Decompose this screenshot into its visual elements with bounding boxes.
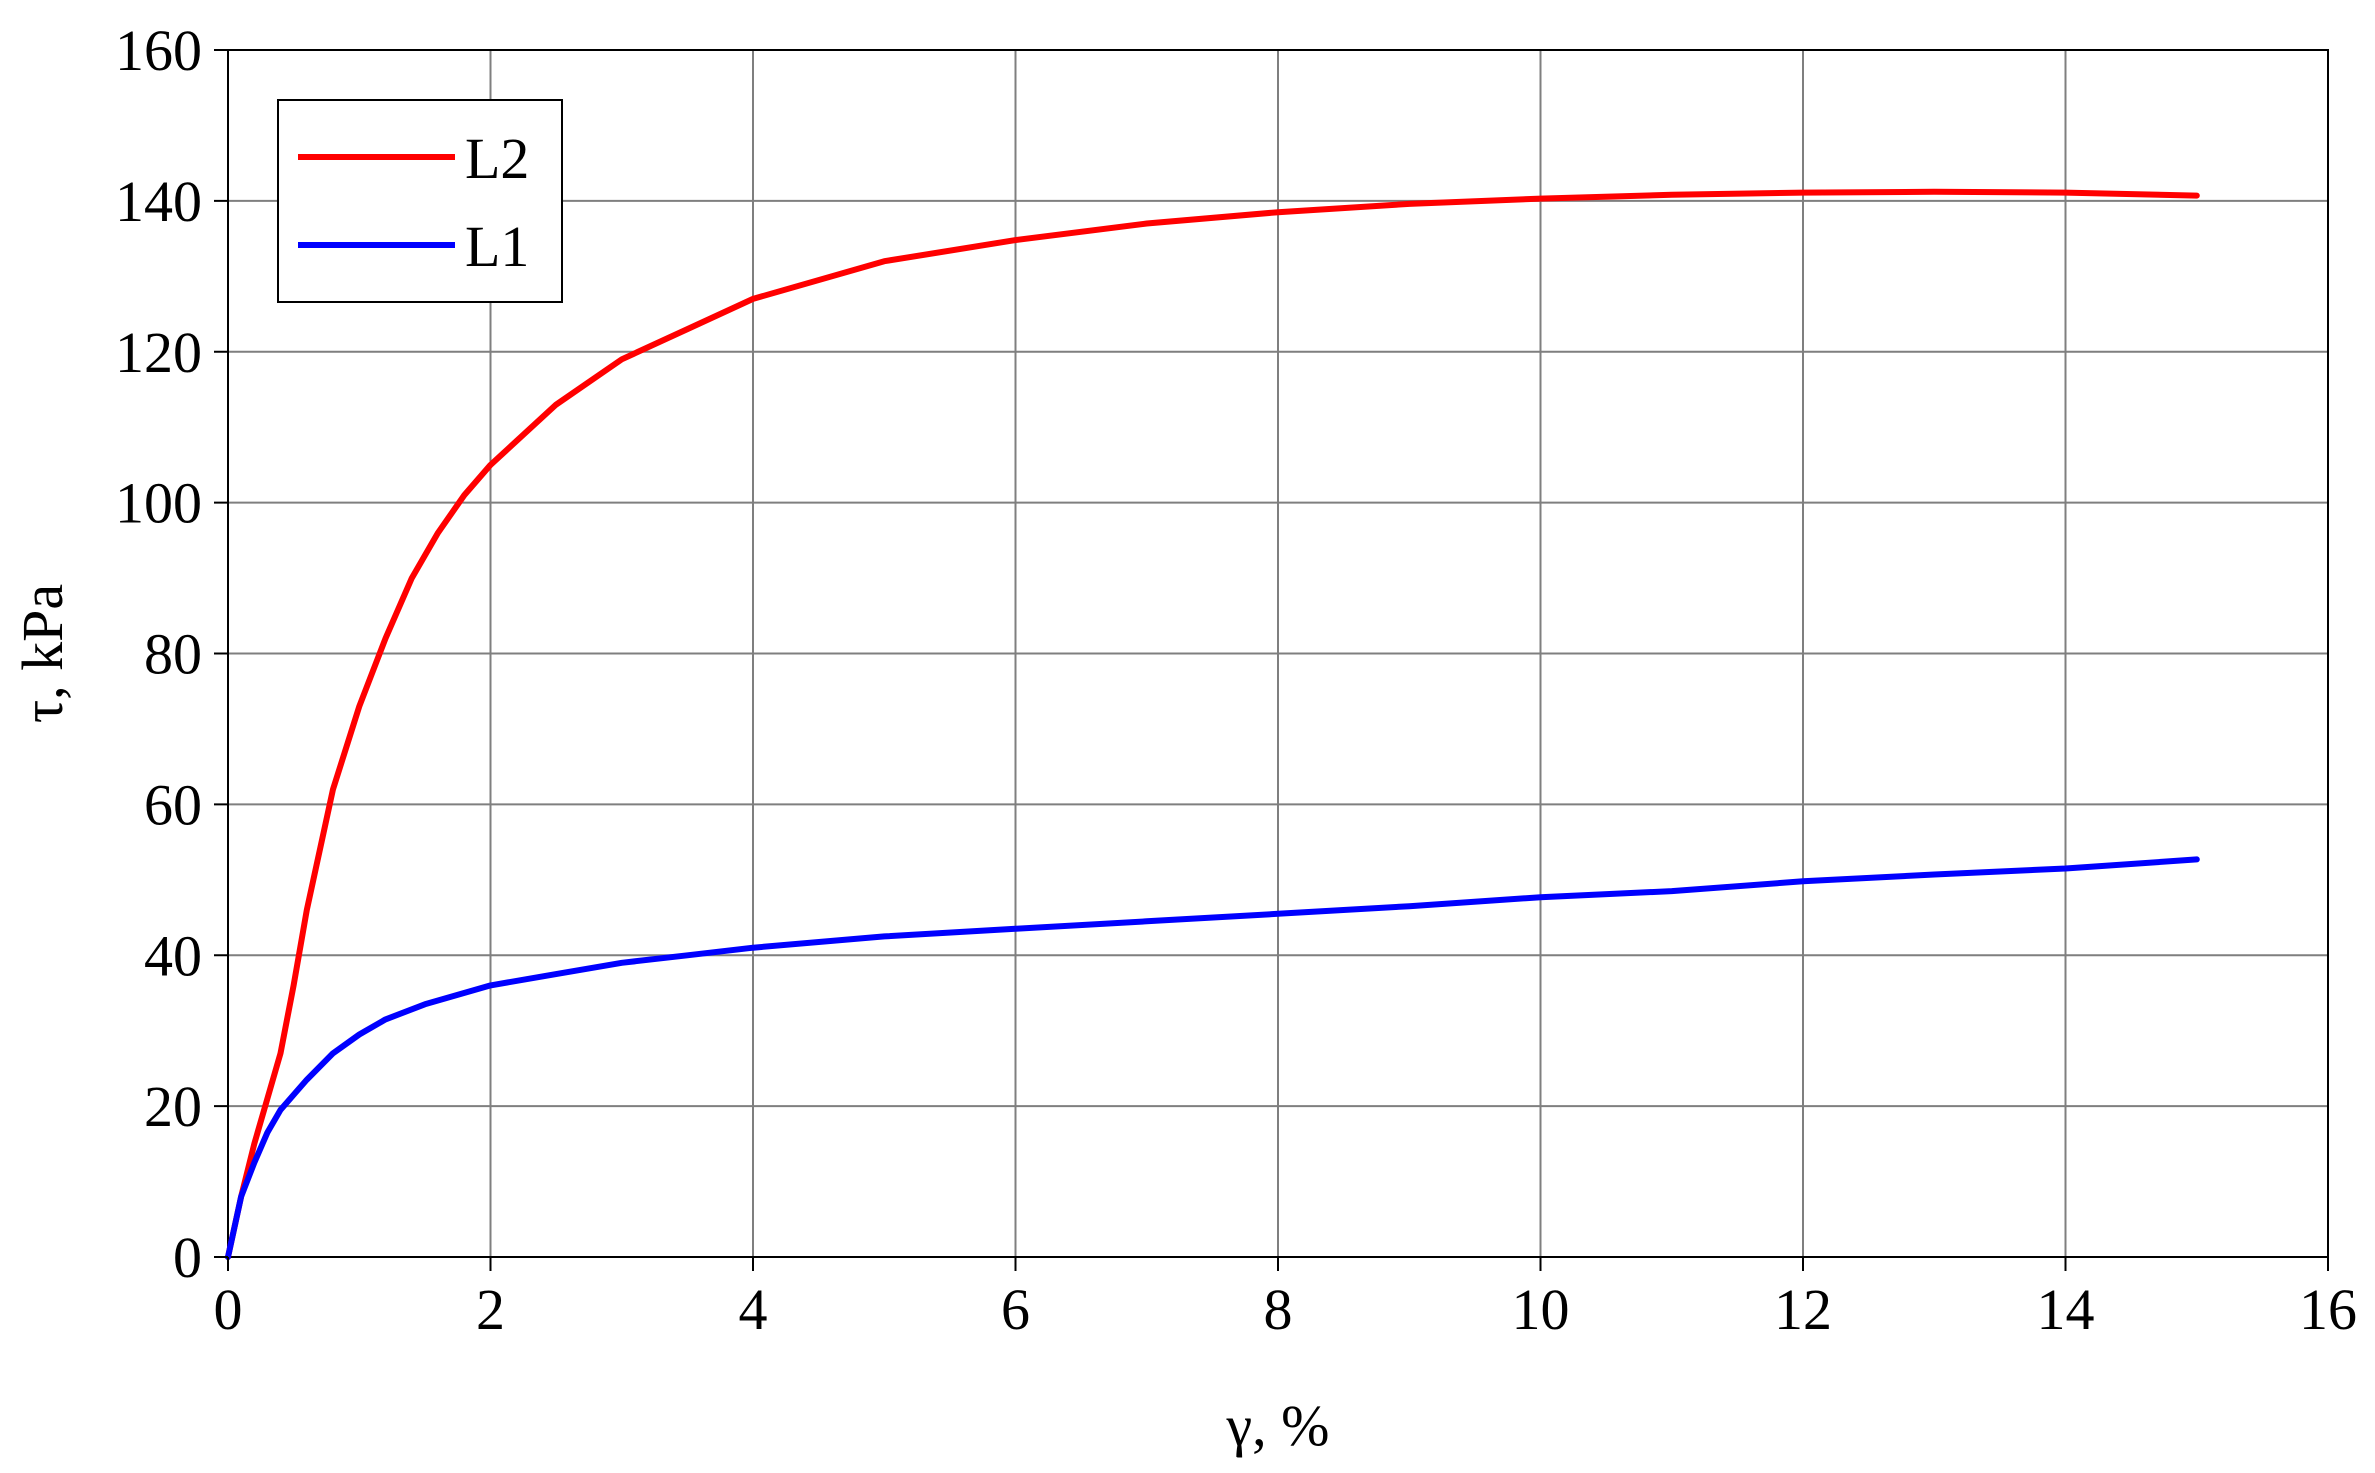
axis-ticks — [214, 49, 2329, 1271]
series-layer — [225, 188, 2200, 1260]
y-tick-label: 20 — [144, 1074, 202, 1139]
y-axis-label: τ, kPa — [10, 584, 75, 723]
y-tick-label: 160 — [115, 18, 202, 83]
x-tick-label: 10 — [1512, 1277, 1570, 1342]
y-tick-label: 0 — [173, 1225, 202, 1290]
x-tick-label: 6 — [1001, 1277, 1030, 1342]
x-tick-label: 12 — [1774, 1277, 1832, 1342]
y-tick-label: 140 — [115, 169, 202, 234]
series-line-l1 — [225, 856, 2200, 1260]
legend-box — [277, 99, 563, 303]
x-tick-label: 2 — [476, 1277, 505, 1342]
y-tick-label: 100 — [115, 471, 202, 536]
y-tick-label: 60 — [144, 772, 202, 837]
x-tick-label: 8 — [1264, 1277, 1293, 1342]
x-axis-label: γ, % — [1226, 1393, 1330, 1458]
legend-label-l2: L2 — [465, 126, 529, 191]
y-tick-label: 40 — [144, 923, 202, 988]
x-tick-label: 4 — [739, 1277, 768, 1342]
x-tick-label: 16 — [2299, 1277, 2357, 1342]
y-tick-label: 120 — [115, 320, 202, 385]
x-tick-label: 14 — [2037, 1277, 2095, 1342]
x-tick-label: 0 — [214, 1277, 243, 1342]
legend-label-l1: L1 — [465, 214, 529, 279]
legend: L2 L1 — [277, 99, 563, 303]
series-line-l2 — [225, 188, 2200, 1260]
y-tick-label: 80 — [144, 622, 202, 687]
